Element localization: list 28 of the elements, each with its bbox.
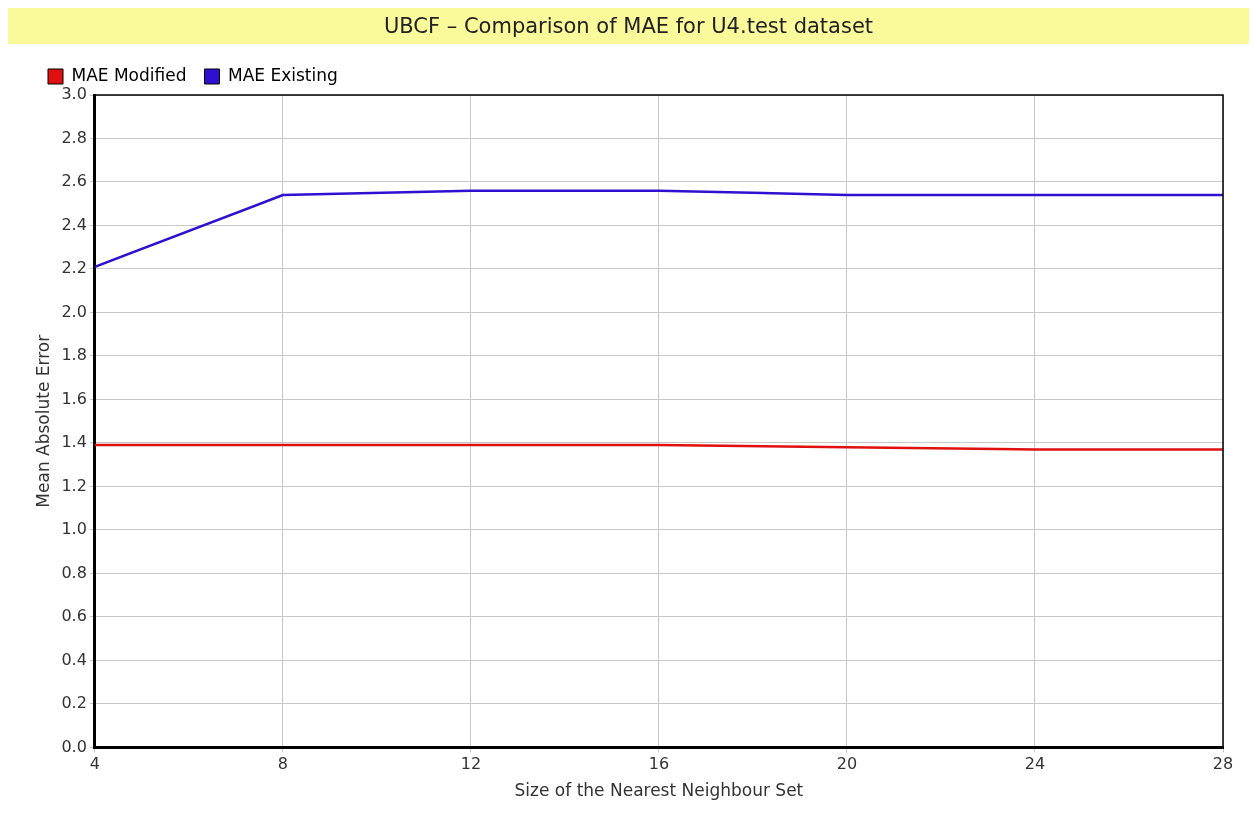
legend-label: MAE Existing	[227, 64, 338, 85]
y-tick-label: 2.0	[61, 301, 87, 321]
legend-label: MAE Modified	[71, 64, 187, 85]
y-tick-label: 0.4	[61, 649, 87, 669]
x-tick-label: 16	[648, 754, 670, 774]
y-tick-label: 1.2	[61, 475, 87, 495]
y-tick-label: 1.6	[61, 388, 87, 408]
y-tick-label: 0.6	[61, 606, 87, 626]
y-tick-label: 0.2	[61, 693, 87, 713]
y-tick-label: 2.6	[61, 171, 87, 191]
y-tick-label: 1.4	[61, 432, 87, 452]
x-tick-label: 12	[460, 754, 482, 774]
y-tick-label: 2.8	[61, 127, 87, 147]
x-tick-label: 20	[836, 754, 858, 774]
y-tick-label: 1.0	[61, 519, 87, 539]
x-tick-label: 24	[1024, 754, 1046, 774]
y-axis-title: Mean Absolute Error	[32, 334, 53, 508]
x-tick-label: 28	[1212, 754, 1234, 774]
y-tick-label: 1.8	[61, 345, 87, 365]
x-axis-title: Size of the Nearest Neighbour Set	[514, 780, 804, 801]
y-tick-label: 0.8	[61, 562, 87, 582]
y-tick-label: 2.2	[61, 258, 87, 278]
y-tick-label: 0.0	[61, 736, 87, 756]
y-tick-label: 3.0	[61, 84, 87, 104]
x-tick-label: 8	[277, 754, 288, 774]
y-tick-label: 2.4	[61, 214, 87, 234]
chart-title: UBCF – Comparison of MAE for U4.test dataset	[8, 8, 1249, 44]
x-tick-label: 4	[89, 754, 100, 774]
